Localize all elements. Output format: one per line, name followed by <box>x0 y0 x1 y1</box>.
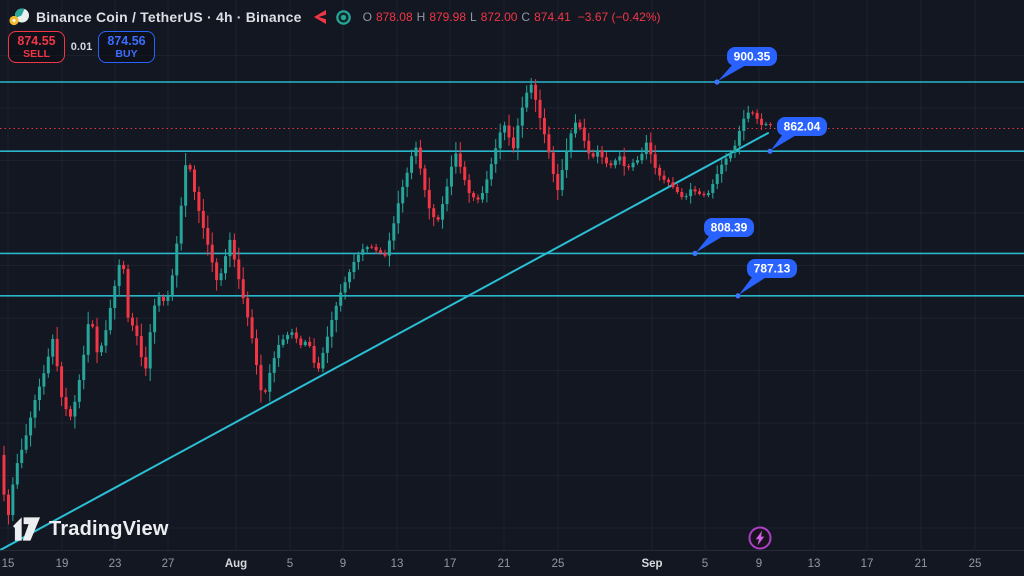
price-label-text: 862.04 <box>784 120 821 134</box>
price-callout-labels[interactable]: 900.35 862.04 808.39 787.13 <box>692 47 827 299</box>
trendline[interactable] <box>0 132 769 552</box>
time-axis-label: 13 <box>808 558 821 570</box>
time-axis-label: Aug <box>225 558 247 570</box>
high-label: H <box>416 10 426 24</box>
time-axis[interactable]: 15 19 23 27 Aug 5 9 13 17 21 25 Sep 5 9 13 17 21 25 <box>0 550 1024 571</box>
time-axis-label: 13 <box>391 558 404 570</box>
time-axis-label: 17 <box>861 558 874 570</box>
symbol-logo-icon <box>9 8 29 26</box>
tradingview-watermark-text: TradingView <box>49 517 169 540</box>
time-axis-label: 21 <box>498 558 511 570</box>
ohlc-readout: O 878.08 H 879.98 L 872.00 C 874.41 −3.67 (−… <box>363 10 661 24</box>
high-value: 879.98 <box>429 10 467 24</box>
time-axis-label: 9 <box>340 558 346 570</box>
close-label: C <box>521 10 531 24</box>
time-axis-label: 17 <box>444 558 457 570</box>
time-axis-label: 27 <box>162 558 175 570</box>
change-value: −3.67 (−0.42%) <box>577 10 661 24</box>
spread-value: 0.01 <box>70 41 93 53</box>
time-axis-label: 25 <box>552 558 565 570</box>
time-axis-label: 9 <box>756 558 762 570</box>
sell-button[interactable]: 874.55 SELL <box>8 31 65 63</box>
price-label-862.04[interactable] <box>777 117 827 136</box>
sell-label: SELL <box>23 47 50 60</box>
price-label-787.13[interactable] <box>747 259 797 278</box>
time-axis-label: 5 <box>702 558 708 570</box>
time-axis-label: 5 <box>287 558 293 570</box>
price-label-900.35[interactable] <box>727 47 777 66</box>
price-label-text: 900.35 <box>734 50 771 64</box>
buy-price: 874.56 <box>107 33 146 48</box>
time-axis-label: 21 <box>915 558 928 570</box>
buy-label: BUY <box>115 47 138 60</box>
buy-button[interactable]: 874.56 BUY <box>98 31 155 63</box>
price-label-808.39[interactable] <box>704 218 754 237</box>
trade-panel: 874.55 SELL 0.01 874.56 BUY <box>8 31 155 63</box>
trendline-drawing <box>0 132 769 552</box>
symbol-header: Binance Coin / TetherUS · 4h · Binance O… <box>8 6 661 28</box>
tradingview-watermark: TradingView <box>12 517 169 541</box>
price-label-text: 787.13 <box>754 262 791 276</box>
open-label: O <box>362 10 372 24</box>
time-axis-label: 25 <box>969 558 982 570</box>
sell-price: 874.55 <box>17 33 56 48</box>
time-axis-label: 23 <box>109 558 122 570</box>
open-value: 878.08 <box>375 10 413 24</box>
lightning-event-icon[interactable] <box>748 526 772 550</box>
time-axis-label: Sep <box>641 558 662 570</box>
tradingview-logo-icon <box>12 517 41 541</box>
symbol-title: Binance Coin / TetherUS · 4h · Binance <box>36 9 302 25</box>
time-axis-label: 19 <box>56 558 69 570</box>
low-label: L <box>470 10 477 24</box>
candlesticks <box>2 78 772 525</box>
low-value: 872.00 <box>480 10 518 24</box>
close-value: 874.41 <box>534 10 571 24</box>
horizontal-level-lines[interactable] <box>0 81 1024 297</box>
price-label-text: 808.39 <box>711 221 748 235</box>
market-status-icon <box>335 9 351 25</box>
flag-icon[interactable] <box>313 10 327 24</box>
time-axis-label: 15 <box>2 558 15 570</box>
